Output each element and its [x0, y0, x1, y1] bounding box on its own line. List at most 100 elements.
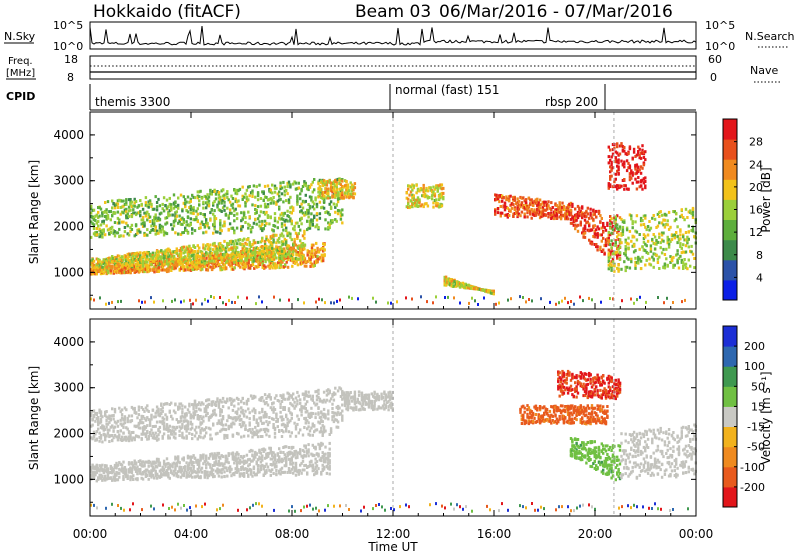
power-cell	[113, 265, 117, 269]
power-cell	[617, 228, 620, 231]
power-cell	[618, 251, 622, 255]
power-cell	[547, 212, 550, 216]
power-cell	[432, 185, 435, 189]
power-cell	[658, 267, 661, 270]
power-near-range-cell	[183, 299, 185, 303]
power-cell	[569, 210, 573, 214]
power-cell	[488, 290, 491, 294]
nsky-tick-bottom: 10^0	[53, 40, 83, 53]
power-cell	[302, 253, 305, 257]
power-cell	[265, 253, 269, 257]
vel-cell	[115, 464, 118, 468]
power-cell	[467, 283, 470, 287]
power-cell	[115, 260, 118, 264]
vel-cell	[112, 475, 115, 479]
power-cell	[693, 257, 696, 260]
power-cell	[226, 253, 229, 257]
vel-cell	[144, 475, 148, 478]
power-cell	[116, 206, 120, 209]
power-cell	[631, 234, 634, 238]
power-cell	[95, 233, 98, 237]
power-cell	[609, 265, 612, 269]
power-cell	[265, 196, 268, 199]
power-cell	[269, 236, 272, 240]
vel-cell	[109, 471, 112, 474]
power-cell	[592, 224, 595, 228]
power-cell	[266, 238, 270, 242]
power-near-range-cell	[330, 301, 332, 305]
power-near-range-cell	[171, 299, 173, 303]
power-cell	[300, 242, 303, 246]
power-cell	[240, 262, 243, 266]
power-cell	[437, 205, 441, 209]
power-cell	[233, 188, 236, 191]
power-cell	[174, 266, 177, 270]
power-cell	[474, 286, 477, 290]
power-cell	[512, 195, 515, 199]
power-cell	[637, 180, 640, 184]
power-cell	[538, 216, 542, 220]
power-cell	[442, 191, 445, 195]
power-cell	[115, 258, 118, 262]
power-cell	[318, 185, 322, 189]
power-cell	[181, 262, 184, 266]
vel-cell	[118, 467, 121, 471]
power-cell	[118, 265, 121, 268]
power-cell	[273, 255, 277, 259]
power-cell	[198, 261, 201, 265]
power-cell	[669, 261, 672, 264]
power-cell	[339, 195, 343, 199]
power-cell	[635, 153, 639, 157]
power-cell	[278, 236, 281, 240]
power-cell	[202, 213, 205, 216]
power-cell	[268, 247, 271, 251]
power-cell	[316, 246, 319, 250]
power-cell	[212, 254, 215, 258]
power-cell	[122, 204, 125, 208]
vel-cell	[90, 474, 93, 478]
power-cell	[263, 264, 266, 268]
power-cell	[613, 269, 616, 273]
power-cell	[338, 177, 341, 181]
power-cell	[249, 230, 253, 234]
power-cell	[286, 244, 289, 248]
power-cell	[165, 254, 169, 258]
power-cell	[303, 236, 306, 240]
power-cell	[607, 241, 610, 245]
vel-cell	[102, 470, 105, 474]
power-near-range-cell	[324, 301, 326, 305]
power-cell	[261, 265, 264, 269]
power-cell	[278, 247, 281, 251]
power-cell	[603, 244, 606, 248]
power-cell	[324, 218, 327, 222]
power-cell	[120, 259, 124, 263]
vel-cell	[129, 478, 132, 482]
power-cell	[318, 190, 322, 194]
power-cell	[662, 223, 665, 227]
power-cell	[494, 193, 497, 197]
power-cell	[132, 204, 135, 208]
power-cell	[593, 212, 596, 216]
power-cell	[140, 218, 143, 222]
power-cell	[181, 231, 184, 235]
power-cell	[115, 256, 118, 260]
power-cell	[216, 260, 219, 264]
power-cell	[186, 247, 190, 251]
vel-cell	[119, 462, 122, 466]
power-cell	[644, 214, 647, 218]
power-cell	[305, 260, 308, 264]
power-cell	[502, 204, 505, 208]
vel-cell	[139, 463, 142, 466]
power-cell	[456, 283, 459, 287]
power-cell	[435, 184, 438, 188]
power-cell	[280, 186, 284, 190]
power-cell	[349, 181, 352, 185]
power-cell	[157, 250, 160, 254]
power-cell	[574, 213, 577, 217]
power-cell	[263, 256, 267, 260]
power-cell	[285, 189, 288, 192]
power-cell	[451, 281, 455, 285]
vel-cell	[165, 457, 169, 461]
power-cell	[112, 257, 115, 260]
vel-cell	[105, 470, 108, 474]
